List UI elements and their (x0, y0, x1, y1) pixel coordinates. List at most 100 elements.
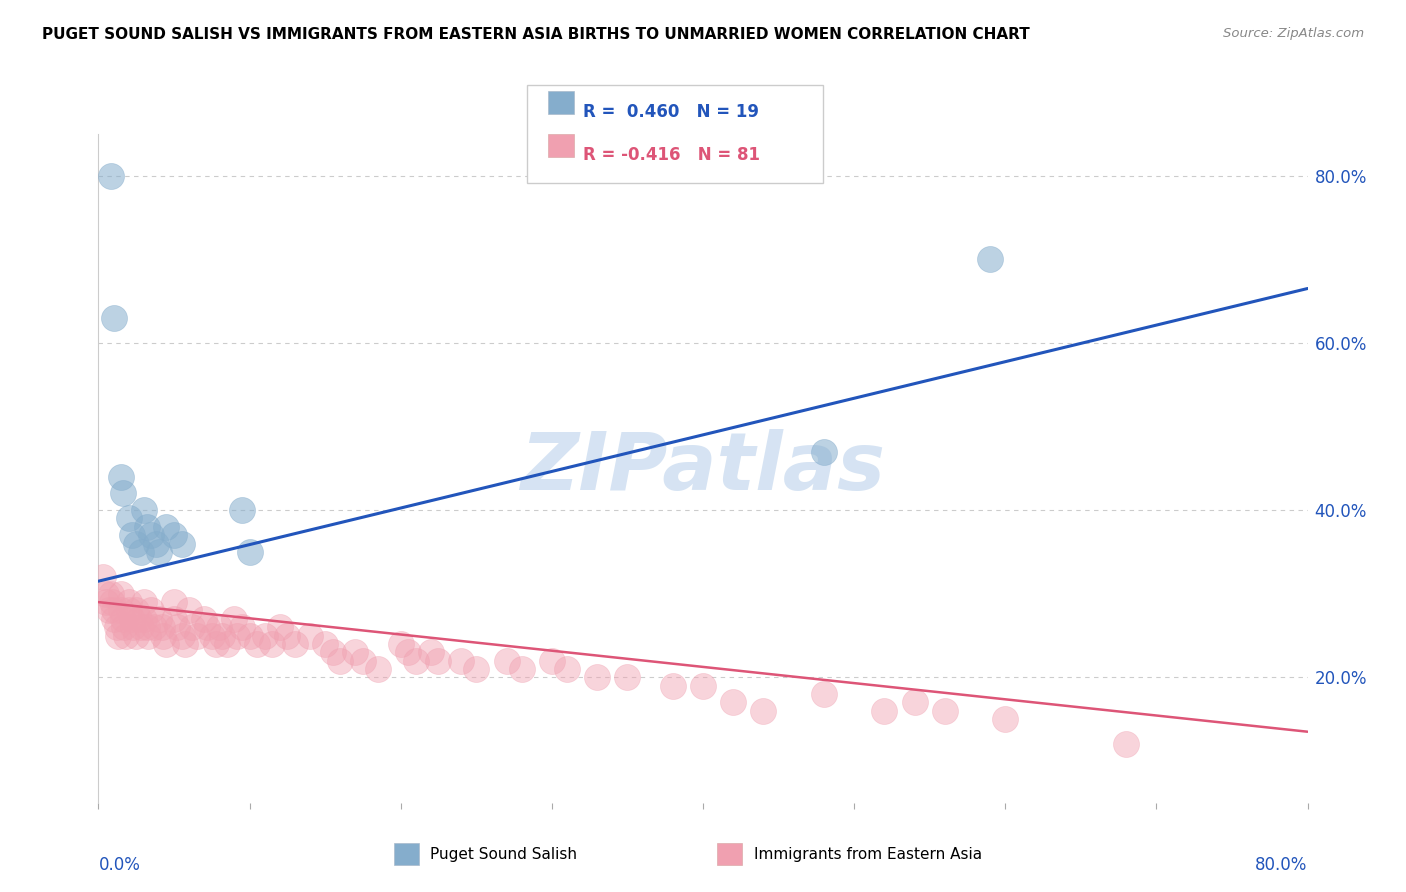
Point (299, 628, 322, 642)
Point (122, 620, 145, 634)
Point (100, 587, 122, 601)
Point (110, 469, 132, 483)
Point (226, 628, 249, 642)
Point (148, 545, 170, 559)
Point (253, 628, 276, 642)
Point (100, 169, 122, 183)
Point (91, 570, 114, 584)
Point (94, 595, 117, 609)
Point (163, 595, 186, 609)
Point (163, 612, 186, 626)
Point (389, 637, 412, 651)
Point (239, 628, 262, 642)
Point (121, 528, 143, 542)
Point (101, 595, 124, 609)
Point (114, 628, 136, 642)
Point (166, 620, 188, 634)
Point (231, 620, 253, 634)
Point (450, 654, 472, 668)
Point (540, 654, 562, 668)
Point (904, 696, 927, 710)
Point (141, 603, 163, 617)
Point (465, 662, 488, 676)
Point (231, 503, 253, 517)
Point (110, 603, 132, 617)
Point (118, 603, 141, 617)
Text: PUGET SOUND SALISH VS IMMIGRANTS FROM EASTERN ASIA BIRTHS TO UNMARRIED WOMEN COR: PUGET SOUND SALISH VS IMMIGRANTS FROM EA… (42, 27, 1031, 42)
Point (132, 595, 155, 609)
Point (813, 444, 835, 458)
Point (111, 486, 134, 500)
Point (179, 603, 201, 617)
Point (163, 528, 186, 542)
Text: Source: ZipAtlas.com: Source: ZipAtlas.com (1223, 27, 1364, 40)
Point (170, 628, 193, 642)
Point (723, 696, 745, 710)
Point (107, 628, 129, 642)
Point (150, 620, 173, 634)
Point (873, 704, 896, 718)
Point (135, 520, 157, 534)
Point (239, 545, 262, 559)
Text: Immigrants from Eastern Asia: Immigrants from Eastern Asia (754, 847, 981, 862)
Point (170, 536, 193, 550)
Text: R =  0.460   N = 19: R = 0.460 N = 19 (583, 103, 759, 121)
Text: ZIPatlas: ZIPatlas (520, 429, 886, 508)
Point (128, 612, 150, 626)
Point (352, 654, 374, 668)
Point (994, 712, 1017, 726)
Point (125, 628, 148, 642)
Point (103, 310, 125, 325)
Point (246, 637, 269, 651)
Point (208, 620, 231, 634)
Point (934, 704, 956, 718)
Point (173, 637, 195, 651)
Point (752, 704, 775, 718)
Point (344, 645, 367, 659)
Point (125, 603, 148, 617)
Point (262, 637, 284, 651)
Point (329, 654, 352, 668)
Point (195, 620, 218, 634)
Point (111, 612, 134, 626)
Point (405, 654, 427, 668)
Point (110, 587, 132, 601)
Point (132, 612, 155, 626)
Point (155, 520, 177, 534)
Point (136, 628, 159, 642)
Point (427, 654, 450, 668)
Point (125, 536, 148, 550)
Point (979, 252, 1001, 267)
Text: 0.0%: 0.0% (98, 856, 141, 874)
Point (269, 620, 291, 634)
Point (152, 628, 174, 642)
Point (129, 620, 152, 634)
Point (98, 603, 121, 617)
Point (201, 628, 224, 642)
Point (193, 612, 215, 626)
Point (105, 620, 128, 634)
Point (692, 679, 714, 693)
Point (322, 645, 344, 659)
Point (420, 645, 443, 659)
Point (112, 620, 135, 634)
Point (186, 628, 208, 642)
Point (143, 620, 166, 634)
Point (367, 662, 389, 676)
Point (314, 637, 336, 651)
Point (284, 637, 307, 651)
Point (103, 612, 125, 626)
Point (211, 628, 233, 642)
Point (555, 662, 578, 676)
Point (396, 645, 419, 659)
Point (181, 620, 204, 634)
Point (205, 637, 228, 651)
Point (1115, 737, 1137, 751)
Point (813, 687, 835, 701)
Point (215, 637, 238, 651)
Point (118, 595, 141, 609)
Text: Puget Sound Salish: Puget Sound Salish (430, 847, 578, 862)
Point (586, 670, 609, 684)
Point (155, 637, 177, 651)
Point (510, 662, 533, 676)
